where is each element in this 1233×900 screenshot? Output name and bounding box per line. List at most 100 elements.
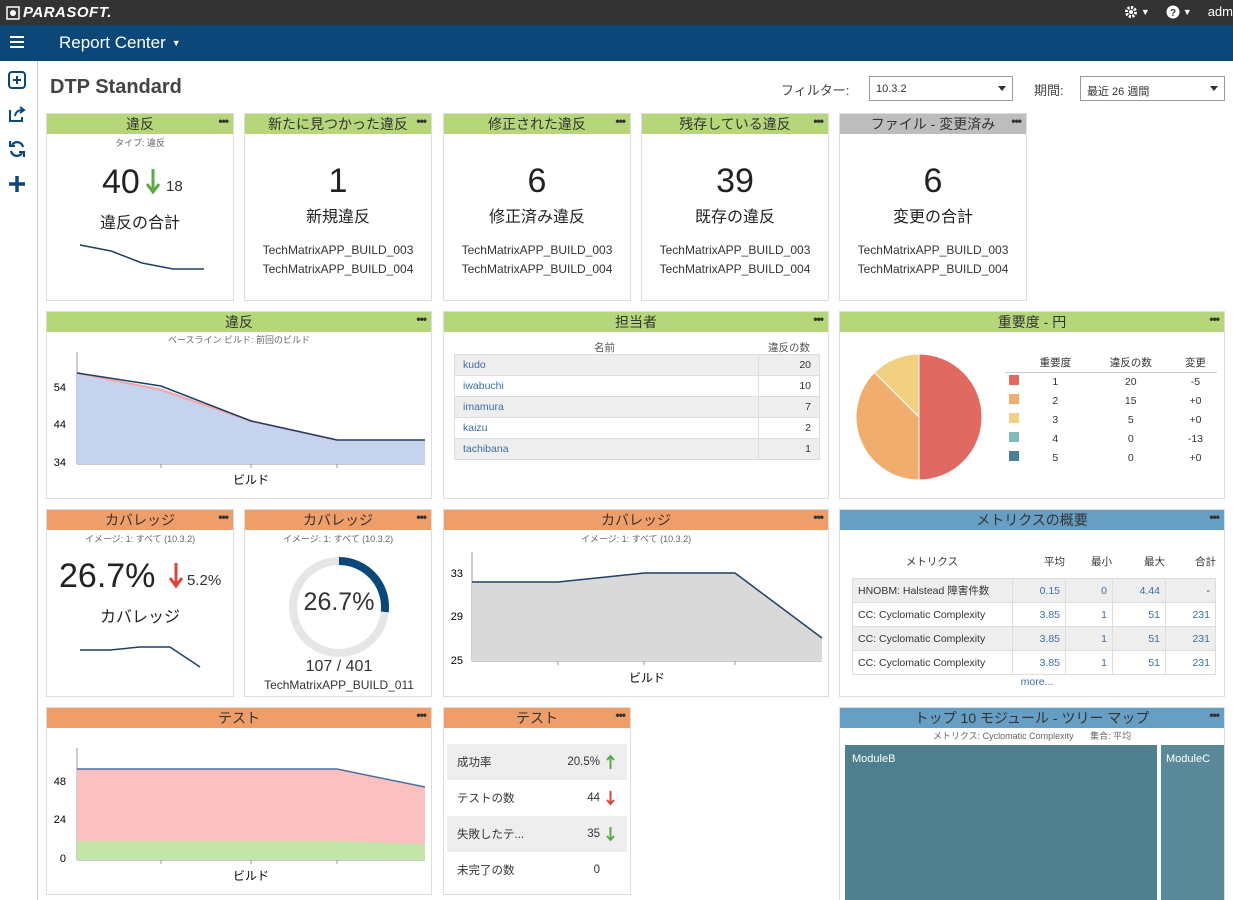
pie-slice[interactable]: [855, 371, 920, 481]
metric-total[interactable]: 231: [1165, 626, 1216, 651]
metric-max[interactable]: 51: [1112, 650, 1166, 675]
metric-avg[interactable]: 3.85: [1012, 650, 1066, 675]
table-row[interactable]: CC: Cyclomatic Complexity 3.85 1 51 231: [852, 650, 1216, 675]
violation-total: 40: [102, 163, 140, 201]
test-stat-row[interactable]: テストの数 44: [447, 780, 627, 816]
test-stat-row[interactable]: 成功率 20.5%: [447, 744, 627, 780]
severity-pie-chart: [855, 353, 983, 481]
table-row[interactable]: HNOBM: Halstead 障害件数 0.15 0 4.44-: [852, 578, 1216, 603]
more-icon[interactable]: •••: [813, 510, 824, 524]
more-link[interactable]: more...: [1020, 676, 1054, 688]
legend-swatch: [1009, 394, 1019, 404]
add-widget-icon[interactable]: [7, 70, 27, 90]
legend-row[interactable]: 3 5 +0: [1005, 410, 1217, 429]
filter-select[interactable]: 10.3.2: [869, 76, 1013, 101]
metric-max[interactable]: 4.44: [1112, 578, 1166, 603]
treemap-cell-label: ModuleB: [852, 753, 896, 765]
table-row[interactable]: kaizu 2: [454, 417, 820, 439]
report-center-menu[interactable]: Report Center ▼: [59, 33, 181, 53]
more-icon[interactable]: •••: [615, 114, 626, 128]
more-icon[interactable]: •••: [218, 510, 229, 524]
help-menu[interactable]: ? ▼: [1166, 5, 1192, 19]
menu-icon[interactable]: [10, 36, 24, 48]
settings-menu[interactable]: ▼: [1124, 5, 1150, 19]
plus-icon[interactable]: [7, 174, 27, 194]
legend-swatch: [1009, 413, 1019, 423]
widget-header: ファイル - 変更済み •••: [840, 114, 1026, 134]
more-icon[interactable]: •••: [416, 708, 427, 722]
build-to: TechMatrixAPP_BUILD_004: [857, 262, 1009, 276]
more-icon[interactable]: •••: [1011, 114, 1022, 128]
assignee-name[interactable]: imamura: [454, 396, 759, 418]
more-icon[interactable]: •••: [813, 312, 824, 326]
metric-avg[interactable]: 3.85: [1012, 602, 1066, 627]
more-icon[interactable]: •••: [813, 114, 824, 128]
legend-row[interactable]: 5 0 +0: [1005, 448, 1217, 467]
severity-level: 1: [1052, 375, 1059, 388]
more-icon[interactable]: •••: [1209, 510, 1220, 524]
legend-row[interactable]: 4 0 -13: [1005, 429, 1217, 448]
chevron-down-icon: ▼: [1140, 6, 1150, 17]
metric-name: CC: Cyclomatic Complexity: [852, 650, 1013, 675]
assignee-name[interactable]: kudo: [454, 354, 759, 376]
pie-slice[interactable]: [873, 353, 920, 419]
legend-swatch: [1009, 451, 1019, 461]
more-icon[interactable]: •••: [218, 114, 229, 128]
coverage-donut-chart: [289, 557, 389, 657]
severity-change: +0: [1189, 394, 1202, 407]
user-menu[interactable]: adm: [1207, 4, 1233, 19]
metric-avg[interactable]: 3.85: [1012, 626, 1066, 651]
share-icon[interactable]: [7, 104, 27, 124]
coverage-value: 26.7%: [59, 557, 156, 595]
metric-total[interactable]: 231: [1165, 602, 1216, 627]
treemap-widget: トップ 10 モジュール - ツリー マップ ••• メトリクス: Cycloma…: [839, 707, 1225, 900]
coverage-build: TechMatrixAPP_BUILD_011: [264, 678, 414, 692]
table-row[interactable]: CC: Cyclomatic Complexity 3.85 1 51 231: [852, 626, 1216, 651]
y-tick-label: 48: [54, 776, 66, 788]
more-icon[interactable]: •••: [615, 708, 626, 722]
period-select[interactable]: 最近 26 週間: [1080, 76, 1225, 101]
test-stat-row[interactable]: 未完了の数 0: [447, 852, 627, 888]
more-icon[interactable]: •••: [1209, 708, 1220, 722]
column-header: メトリクス: [905, 556, 959, 568]
metric-min[interactable]: 1: [1065, 650, 1113, 675]
metric-min[interactable]: 1: [1065, 602, 1113, 627]
treemap-metric: メトリクス: Cyclomatic Complexity: [932, 731, 1074, 741]
more-icon[interactable]: •••: [416, 312, 427, 326]
widget-header: 残存している違反 •••: [642, 114, 828, 134]
table-row[interactable]: iwabuchi 10: [454, 375, 820, 397]
parasoft-logo-icon: [6, 5, 20, 20]
table-row[interactable]: tachibana 1: [454, 438, 820, 460]
pie-slice[interactable]: [918, 353, 983, 481]
severity-level: 3: [1052, 413, 1059, 426]
more-icon[interactable]: •••: [416, 114, 427, 128]
more-icon[interactable]: •••: [416, 510, 427, 524]
table-row[interactable]: imamura 7: [454, 396, 820, 418]
metric-min[interactable]: 1: [1065, 626, 1113, 651]
table-row[interactable]: CC: Cyclomatic Complexity 3.85 1 51 231: [852, 602, 1216, 627]
treemap-cell[interactable]: ModuleB: [845, 745, 1159, 900]
treemap-cell[interactable]: ModuleC: [1161, 745, 1224, 900]
files-changed-count: 6: [923, 162, 943, 200]
metric-max[interactable]: 51: [1112, 602, 1166, 627]
test-stat-value: 0: [593, 864, 600, 876]
more-icon[interactable]: •••: [1209, 312, 1220, 326]
metric-total[interactable]: 231: [1165, 650, 1216, 675]
metric-max[interactable]: 51: [1112, 626, 1166, 651]
metric-avg[interactable]: 0.15: [1012, 578, 1066, 603]
violations-area-chart: 54 44 34 ビルド: [54, 352, 425, 487]
table-row[interactable]: kudo 20: [454, 354, 820, 376]
widget-title: テスト: [516, 710, 558, 726]
widget-title: 担当者: [615, 314, 657, 330]
widget-title: 修正された違反: [488, 116, 586, 132]
legend-row[interactable]: 2 15 +0: [1005, 391, 1217, 410]
test-stat-row[interactable]: 失敗したテ... 35: [447, 816, 627, 852]
assignee-name[interactable]: tachibana: [454, 438, 759, 460]
gear-icon: [1124, 5, 1137, 18]
refresh-icon[interactable]: [7, 139, 27, 159]
widget-title: カバレッジ: [105, 512, 175, 528]
metric-min[interactable]: 0: [1065, 578, 1113, 603]
legend-row[interactable]: 1 20 -5: [1005, 372, 1217, 391]
assignee-name[interactable]: iwabuchi: [454, 375, 759, 397]
assignee-name[interactable]: kaizu: [454, 417, 759, 439]
